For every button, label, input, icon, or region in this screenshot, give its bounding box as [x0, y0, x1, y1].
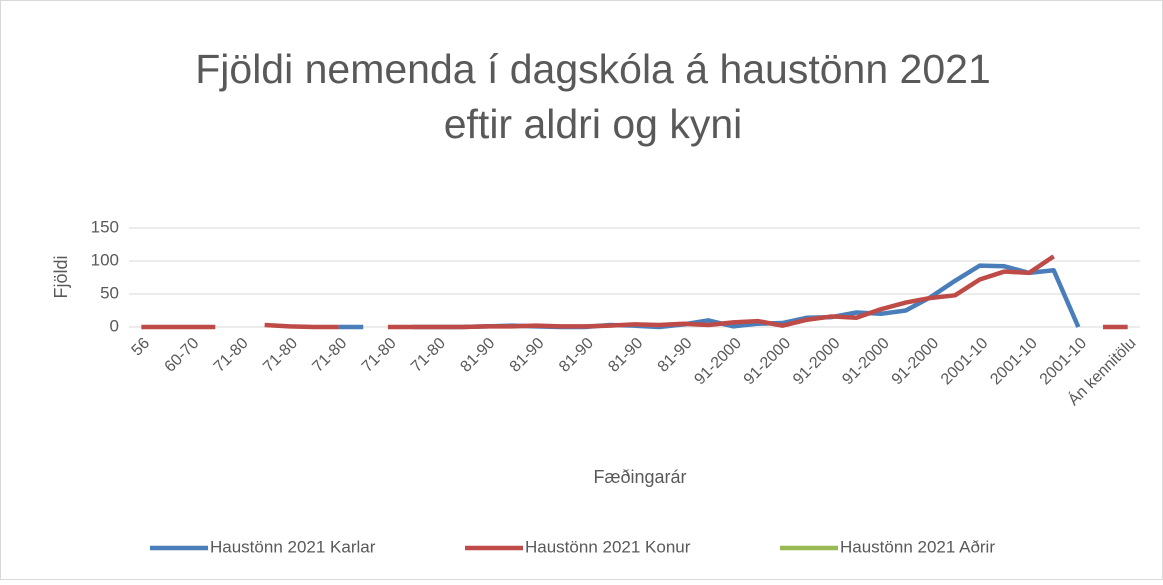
series-line — [387, 254, 1055, 330]
y-tick-label: 150 — [91, 217, 119, 236]
y-tick-label: 100 — [91, 250, 119, 269]
x-axis-label: Fæðingarár — [593, 467, 686, 487]
legend-label: Haustönn 2021 Aðrir — [840, 537, 995, 556]
y-axis-label: Fjöldi — [51, 255, 71, 298]
legend-label: Haustönn 2021 Karlar — [210, 537, 376, 556]
series-line — [264, 322, 339, 330]
legend-label: Haustönn 2021 Konur — [525, 537, 691, 556]
chart-title: Fjöldi nemenda í dagskóla á haustönn 202… — [195, 46, 991, 92]
chart-title: eftir aldri og kyni — [444, 101, 743, 147]
y-tick-label: 50 — [100, 283, 119, 302]
y-tick-label: 0 — [110, 316, 119, 335]
